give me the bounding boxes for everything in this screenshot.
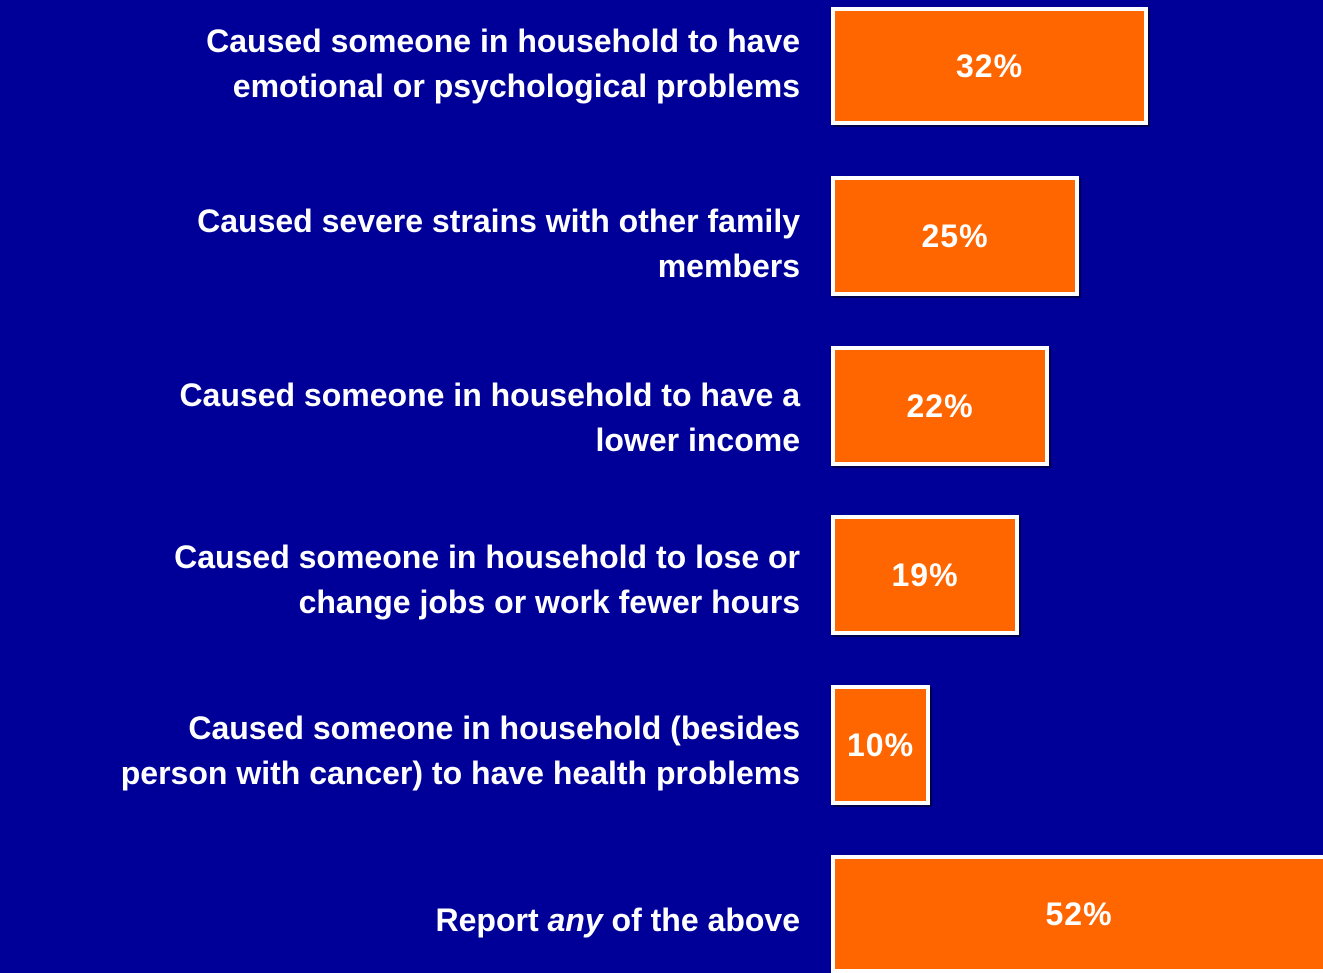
bar-value-label: 25%: [921, 217, 989, 254]
bar: 32%: [831, 7, 1148, 125]
category-label-line: Caused someone in household to lose or: [174, 539, 800, 575]
bar-value-label: 10%: [846, 726, 915, 763]
category-label-line: change jobs or work fewer hours: [298, 584, 800, 620]
category-label-text: of the above: [602, 902, 800, 938]
bar: 22%: [831, 346, 1049, 466]
category-label-any-above: Report any of the above: [0, 898, 801, 943]
bar-value-label: 22%: [906, 387, 974, 424]
bar: 25%: [831, 176, 1079, 296]
bar: 52%: [831, 855, 1323, 973]
category-label-line: emotional or psychological problems: [232, 68, 800, 104]
category-label-line: Caused someone in household (besides: [188, 710, 800, 746]
category-label-line: Caused someone in household to have: [206, 23, 800, 59]
bar: 10%: [831, 685, 930, 805]
bar-value-label: 52%: [1045, 895, 1113, 932]
category-label-line: members: [657, 248, 800, 284]
category-label-health-problems: Caused someone in household (besides per…: [0, 706, 800, 796]
category-label-lose-jobs: Caused someone in household to lose or c…: [0, 535, 800, 625]
category-label-emotional-problems: Caused someone in household to have emot…: [0, 19, 800, 109]
category-label-lower-income: Caused someone in household to have a lo…: [0, 373, 800, 463]
category-label-line: lower income: [595, 422, 801, 458]
category-label-line: Caused someone in household to have a: [179, 377, 800, 413]
category-label-line: person with cancer) to have health probl…: [120, 755, 800, 791]
category-label-emphasis: any: [547, 902, 603, 938]
category-label-line: Caused severe strains with other family: [197, 203, 800, 239]
category-label-family-strains: Caused severe strains with other family …: [0, 199, 800, 289]
category-label-text: Report: [435, 902, 548, 938]
bar-value-label: 19%: [891, 556, 959, 593]
bar: 19%: [831, 515, 1019, 635]
bar-value-label: 32%: [955, 47, 1024, 84]
